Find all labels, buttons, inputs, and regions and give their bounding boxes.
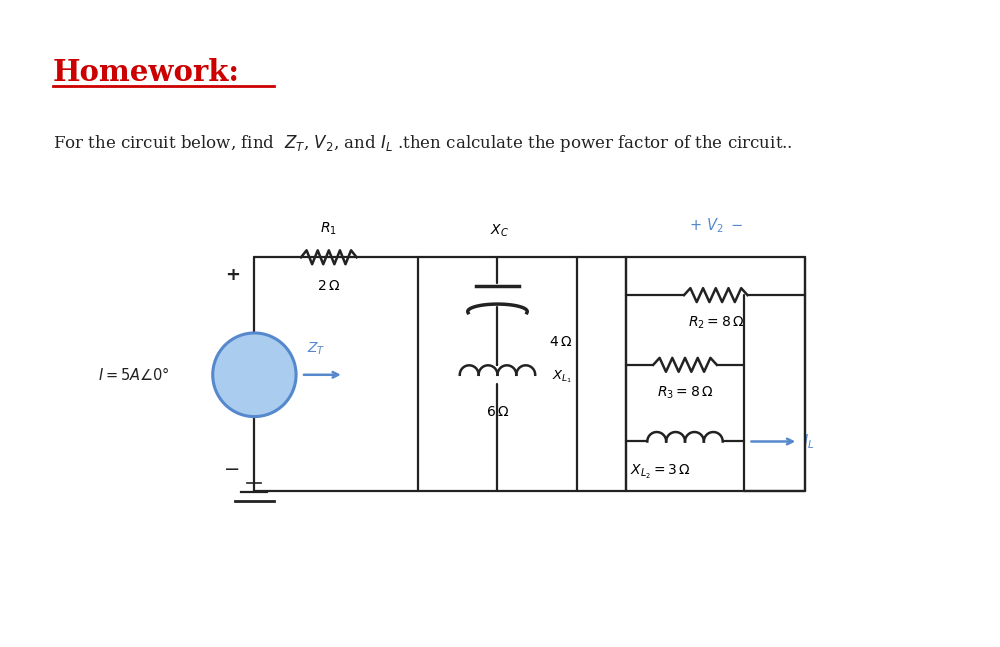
Text: $4\,\Omega$: $4\,\Omega$ <box>549 335 572 349</box>
Text: Homework:: Homework: <box>53 58 240 87</box>
Text: $R_3 = 8\,\Omega$: $R_3 = 8\,\Omega$ <box>657 385 713 401</box>
Text: −: − <box>224 460 241 479</box>
Text: $6\,\Omega$: $6\,\Omega$ <box>486 404 509 419</box>
Text: $X_C$: $X_C$ <box>490 223 509 239</box>
Text: $Z_T$: $Z_T$ <box>307 340 325 357</box>
Text: $X_{L_1}$: $X_{L_1}$ <box>552 369 572 386</box>
Text: $X_{L_2} = 3\,\Omega$: $X_{L_2} = 3\,\Omega$ <box>630 463 691 481</box>
Text: $2\,\Omega$: $2\,\Omega$ <box>317 280 340 293</box>
Text: $R_2 = 8\,\Omega$: $R_2 = 8\,\Omega$ <box>688 315 744 331</box>
Circle shape <box>213 333 296 417</box>
Text: $R_1$: $R_1$ <box>320 221 337 237</box>
Text: $+\ V_2\ -$: $+\ V_2\ -$ <box>689 217 743 236</box>
Text: $I = 5A\angle 0°$: $I = 5A\angle 0°$ <box>98 366 170 383</box>
Text: For the circuit below, find  $Z_T$, $V_2$, and $I_L$ .then calculate the power f: For the circuit below, find $Z_T$, $V_2$… <box>53 133 793 154</box>
Text: +: + <box>225 266 240 284</box>
Text: $I_L$: $I_L$ <box>803 432 814 451</box>
